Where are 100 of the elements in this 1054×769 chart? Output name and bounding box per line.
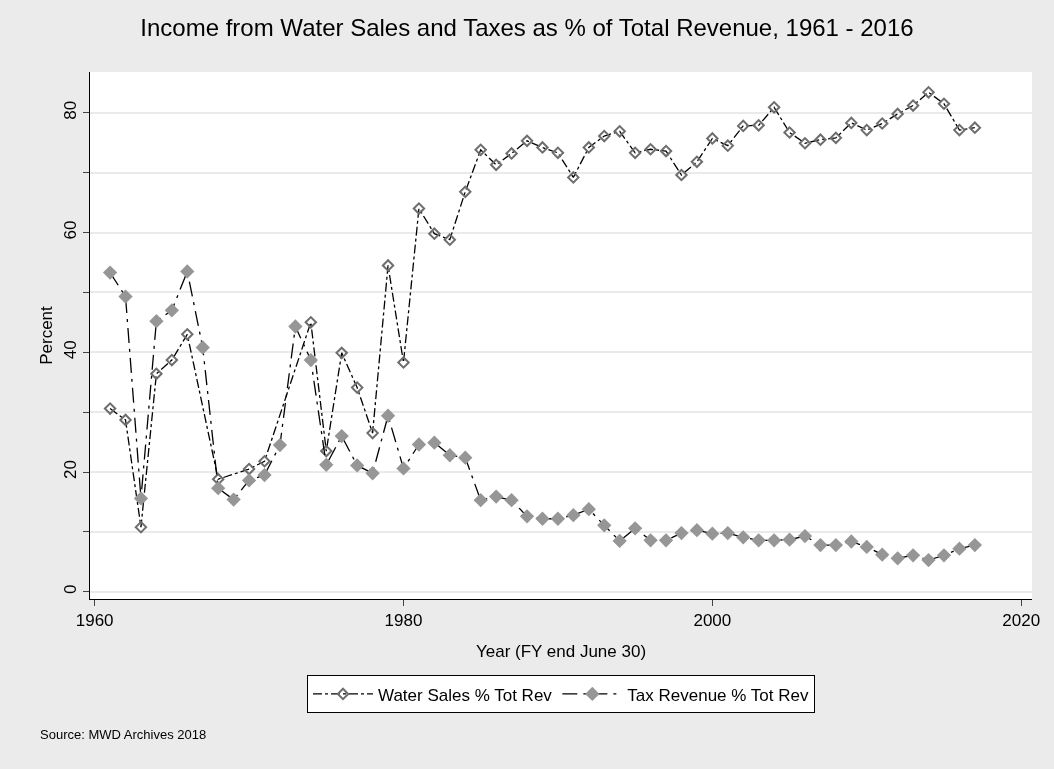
point bbox=[967, 537, 983, 553]
point bbox=[921, 552, 936, 568]
point bbox=[164, 303, 179, 318]
point bbox=[102, 265, 118, 280]
point bbox=[381, 259, 395, 272]
point bbox=[350, 381, 364, 394]
point bbox=[936, 548, 952, 563]
point bbox=[875, 547, 890, 562]
point bbox=[211, 481, 226, 496]
point bbox=[489, 158, 503, 172]
point bbox=[443, 233, 457, 246]
x-axis-title: Year (FY end June 30) bbox=[475, 641, 647, 661]
point bbox=[906, 99, 920, 112]
y-tick-label: 60 bbox=[61, 220, 81, 240]
point bbox=[134, 520, 148, 534]
point bbox=[504, 493, 519, 508]
x-tick-label: 1980 bbox=[384, 611, 423, 631]
point bbox=[536, 141, 549, 154]
point bbox=[365, 466, 380, 481]
point bbox=[658, 533, 674, 548]
point bbox=[458, 450, 473, 465]
point bbox=[721, 139, 734, 152]
point bbox=[937, 97, 951, 110]
point bbox=[334, 428, 349, 444]
point bbox=[783, 126, 796, 139]
y-tick-label: 0 bbox=[61, 584, 81, 594]
point bbox=[876, 117, 889, 130]
point bbox=[304, 316, 318, 329]
point bbox=[890, 551, 905, 566]
point bbox=[845, 116, 858, 130]
point bbox=[180, 264, 195, 279]
point bbox=[335, 346, 348, 360]
point bbox=[103, 402, 117, 415]
point bbox=[226, 492, 241, 507]
point bbox=[690, 155, 704, 169]
point bbox=[612, 533, 627, 549]
legend-label: Water Sales % Tot Rev bbox=[378, 685, 553, 705]
point bbox=[628, 146, 642, 160]
x-tick-label: 2020 bbox=[1002, 611, 1041, 631]
point bbox=[922, 86, 935, 99]
point bbox=[288, 319, 303, 334]
x-tick-label: 1960 bbox=[75, 611, 114, 631]
point bbox=[442, 448, 457, 463]
point bbox=[689, 522, 705, 538]
point bbox=[814, 133, 827, 146]
point bbox=[366, 426, 379, 440]
point bbox=[813, 537, 828, 553]
point bbox=[797, 528, 813, 544]
point bbox=[396, 461, 411, 476]
x-tick-label: 2000 bbox=[693, 611, 732, 631]
point bbox=[181, 328, 194, 341]
point bbox=[706, 132, 719, 145]
point bbox=[211, 473, 225, 486]
point bbox=[581, 502, 596, 517]
legend-label: Tax Revenue % Tot Rev bbox=[627, 685, 809, 705]
point bbox=[782, 532, 797, 547]
point bbox=[952, 541, 967, 556]
point bbox=[505, 147, 518, 160]
point bbox=[597, 518, 612, 533]
point bbox=[767, 101, 781, 114]
point bbox=[241, 473, 257, 488]
point bbox=[613, 125, 626, 138]
point bbox=[968, 121, 982, 134]
point bbox=[488, 489, 504, 504]
point bbox=[567, 171, 580, 184]
point bbox=[859, 539, 874, 555]
point bbox=[242, 462, 256, 476]
point bbox=[551, 146, 565, 160]
y-tick-label: 20 bbox=[61, 460, 81, 479]
point bbox=[428, 227, 441, 240]
point bbox=[674, 525, 689, 541]
point bbox=[736, 530, 751, 545]
point bbox=[427, 435, 442, 450]
point bbox=[258, 455, 271, 468]
point bbox=[737, 119, 750, 133]
point bbox=[905, 548, 921, 563]
point bbox=[828, 537, 844, 553]
y-axis-title: Percent bbox=[36, 305, 56, 365]
point bbox=[766, 533, 782, 548]
point bbox=[520, 134, 534, 148]
point bbox=[675, 168, 688, 182]
point bbox=[582, 141, 595, 154]
y-tick-label: 40 bbox=[61, 340, 81, 360]
point bbox=[133, 491, 149, 506]
source-note: Source: MWD Archives 2018 bbox=[40, 727, 207, 742]
point bbox=[598, 129, 611, 143]
point bbox=[566, 508, 581, 523]
point bbox=[844, 534, 859, 549]
point bbox=[643, 533, 658, 548]
point bbox=[272, 437, 288, 453]
point bbox=[119, 413, 132, 427]
point bbox=[411, 437, 427, 452]
y-tick-label: 80 bbox=[61, 100, 81, 120]
chart-title: Income from Water Sales and Taxes as % of Total Revenue, 1961 - 2016 bbox=[140, 14, 914, 42]
point bbox=[519, 509, 535, 524]
point bbox=[953, 123, 966, 137]
point bbox=[705, 526, 720, 541]
point bbox=[550, 511, 566, 526]
point bbox=[459, 185, 472, 198]
point bbox=[320, 444, 333, 458]
